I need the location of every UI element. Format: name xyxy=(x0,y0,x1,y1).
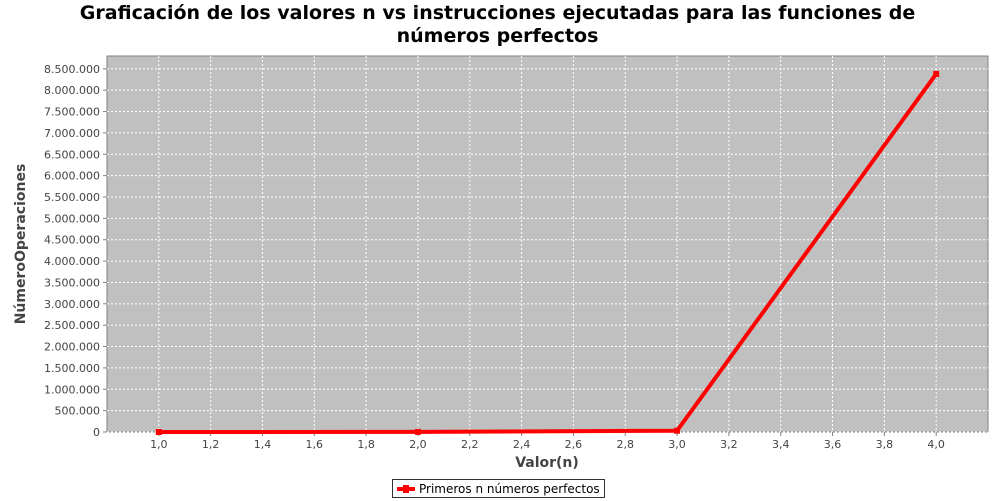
y-tick-label: 5.500.000 xyxy=(44,191,100,204)
y-tick-label: 6.000.000 xyxy=(44,170,100,183)
y-tick-label: 7.500.000 xyxy=(44,106,100,119)
legend-label: Primeros n números perfectos xyxy=(419,481,600,496)
y-tick-label: 4.500.000 xyxy=(44,234,100,247)
y-tick-label: 3.000.000 xyxy=(44,298,100,311)
x-tick-label: 1,0 xyxy=(150,438,168,451)
y-tick-label: 7.000.000 xyxy=(44,127,100,140)
chart-title-line-2: números perfectos xyxy=(396,25,599,47)
x-tick-label: 2,2 xyxy=(461,438,479,451)
y-tick-label: 500.000 xyxy=(55,405,101,418)
y-tick-label: 4.000.000 xyxy=(44,255,100,268)
y-axis-label: NúmeroOperaciones xyxy=(13,164,29,325)
y-tick-label: 5.000.000 xyxy=(44,212,100,225)
x-tick-label: 2,6 xyxy=(565,438,583,451)
series-line xyxy=(158,72,938,434)
chart-title-line-1: Graficación de los valores n vs instrucc… xyxy=(79,2,916,24)
x-tick-label: 1,6 xyxy=(306,438,324,451)
x-tick-label: 3,0 xyxy=(668,438,686,451)
legend: Primeros n números perfectos xyxy=(392,479,605,498)
x-tick-label: 1,4 xyxy=(254,438,272,451)
data-point xyxy=(933,70,940,77)
x-tick-label: 4,0 xyxy=(927,438,945,451)
x-tick-label: 2,8 xyxy=(616,438,634,451)
chart-title: Graficación de los valores n vs instrucc… xyxy=(0,2,995,48)
data-point xyxy=(155,429,162,435)
y-tick-label: 0 xyxy=(93,426,100,439)
x-tick-label: 3,6 xyxy=(824,438,842,451)
grid xyxy=(107,56,988,433)
x-tick-label: 1,2 xyxy=(202,438,220,451)
x-tick-label: 2,0 xyxy=(409,438,427,451)
series xyxy=(155,70,940,435)
y-tick-label: 6.500.000 xyxy=(44,148,100,161)
plot-area xyxy=(106,55,989,433)
y-tick-label: 8.500.000 xyxy=(44,63,100,76)
x-tick-label: 1,8 xyxy=(357,438,375,451)
y-tick-label: 3.500.000 xyxy=(44,276,100,289)
x-tick-label: 2,4 xyxy=(513,438,531,451)
x-tick-label: 3,4 xyxy=(772,438,790,451)
axes: 0 500.000 1.000.000 1.500.000 2.000.000 2.500… xyxy=(44,63,945,451)
x-tick-label: 3,2 xyxy=(720,438,738,451)
data-point xyxy=(414,428,421,435)
y-tick-label: 2.500.000 xyxy=(44,319,100,332)
legend-swatch xyxy=(397,484,415,493)
y-tick-label: 2.000.000 xyxy=(44,341,100,354)
x-axis-label: Valor(n) xyxy=(515,455,579,471)
y-tick-label: 1.000.000 xyxy=(44,383,100,396)
x-tick-label: 3,8 xyxy=(876,438,894,451)
y-tick-label: 8.000.000 xyxy=(44,84,100,97)
data-point xyxy=(674,427,681,434)
y-tick-label: 1.500.000 xyxy=(44,362,100,375)
